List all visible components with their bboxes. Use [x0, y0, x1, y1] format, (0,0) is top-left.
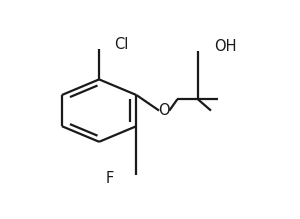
Text: Cl: Cl	[114, 37, 128, 52]
Text: F: F	[106, 171, 114, 186]
Text: O: O	[158, 103, 170, 118]
Text: OH: OH	[214, 39, 237, 54]
